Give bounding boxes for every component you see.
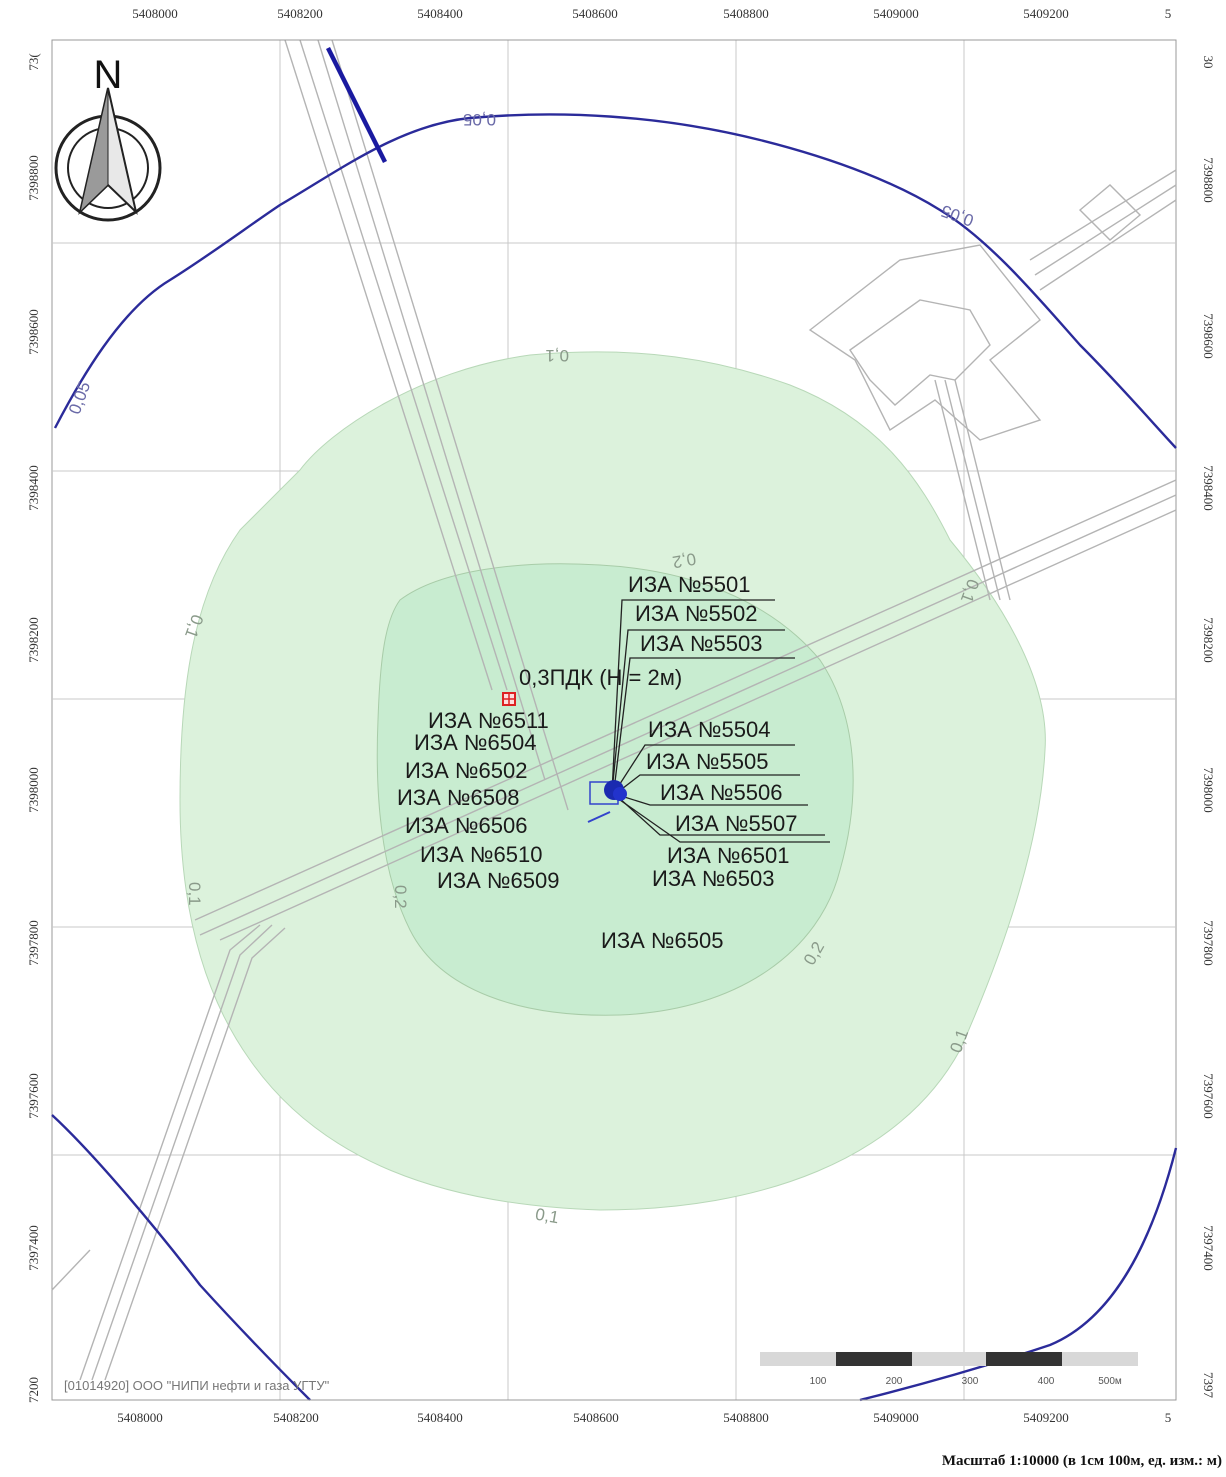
scale-label: 400 [1038,1376,1055,1387]
x-tick: 5 [1165,6,1172,21]
y-tick: 7397 [1201,1372,1216,1399]
pipeline-segment [325,46,388,164]
contour-label: 0,2 [391,885,410,909]
source-label: ИЗА №6506 [405,813,527,838]
source-label: ИЗА №6505 [601,928,723,953]
y-axis-right: 30 7398800 7398600 7398400 7398200 73980… [1201,56,1216,1399]
north-label: N [94,53,123,97]
source-label: ИЗА №5507 [675,811,797,836]
y-tick: 7398600 [26,309,41,355]
scale-label: 300 [962,1376,979,1387]
source-label: ИЗА №5503 [640,631,762,656]
x-tick: 5409200 [1023,1410,1069,1425]
y-tick: 7398600 [1201,313,1216,359]
x-tick: 5408200 [277,6,323,21]
x-tick: 5409200 [1023,6,1069,21]
source-label: ИЗА №6508 [397,785,519,810]
x-tick: 5408600 [573,1410,619,1425]
scale-label: 500м [1098,1376,1122,1387]
y-tick: 7398000 [1201,767,1216,813]
source-label: ИЗА №6504 [414,730,536,755]
contour-label: 0,1 [545,346,569,365]
source-label: ИЗА №5504 [648,717,770,742]
x-tick: 5409000 [873,6,919,21]
x-tick: 5408000 [132,6,178,21]
scale-label: 200 [886,1376,903,1387]
source-label: ИЗА №5501 [628,572,750,597]
y-tick: 7398800 [26,155,41,201]
y-tick: 7397800 [1201,920,1216,966]
contour-label: 0,2 [671,549,698,572]
frame-ticks [52,39,1176,1401]
y-tick: 30 [1201,56,1216,69]
y-axis-left: 73( 7398800 7398600 7398400 7398200 7398… [26,53,41,1403]
source-label: ИЗА №5505 [646,749,768,774]
contour-label: 0,05 [463,110,496,129]
x-tick: 5 [1165,1410,1172,1425]
y-tick: 7200 [26,1377,41,1403]
source-label: ИЗА №6511 [428,708,549,733]
emission-source-cluster [587,780,627,823]
y-tick: 7398400 [1201,465,1216,511]
control-point[interactable] [502,692,516,706]
y-tick: 7397600 [1201,1073,1216,1119]
source-label: ИЗА №6510 [420,842,542,867]
organization-label: [01014920] ООО "НИПИ нефти и газа УГТУ" [64,1378,330,1393]
contour-label: 0,1 [534,1205,561,1228]
leader-lines [611,599,830,843]
scale-caption: Масштаб 1:10000 (в 1см 100м, ед. изм.: м… [942,1453,1222,1469]
roads [51,39,1177,1381]
y-tick: 7397400 [26,1225,41,1271]
control-point-label: 0,3ПДК (Н = 2м) [519,665,682,690]
x-tick: 5408600 [572,6,618,21]
north-arrow: N [54,53,162,222]
y-tick: 7398200 [1201,617,1216,663]
y-tick: 73( [26,53,41,70]
source-label: ИЗА №6509 [437,868,559,893]
x-tick: 5408800 [723,1410,769,1425]
source-label: ИЗА №5506 [660,780,782,805]
source-label: ИЗА №5502 [635,601,757,626]
source-label: ИЗА №6501 [667,843,789,868]
y-tick: 7398400 [26,465,41,511]
x-axis-bottom: 5408000 5408200 5408400 5408600 5408800 … [117,1410,1171,1425]
contour-label: 0,1 [185,882,204,906]
x-tick: 5408200 [273,1410,319,1425]
source-label: ИЗА №6503 [652,866,774,891]
source-label: ИЗА №6502 [405,758,527,783]
x-tick: 5408000 [117,1410,163,1425]
contour-0-05 [51,113,1178,1402]
x-tick: 5409000 [873,1410,919,1425]
x-tick: 5408400 [417,1410,463,1425]
x-axis-top: 5408000 5408200 5408400 5408600 5408800 … [132,6,1171,21]
y-tick: 7398200 [26,617,41,663]
y-tick: 7398800 [1201,157,1216,203]
y-tick: 7397600 [26,1073,41,1119]
x-tick: 5408800 [723,6,769,21]
x-tick: 5408400 [417,6,463,21]
y-tick: 7398000 [26,767,41,813]
y-tick: 7397800 [26,920,41,966]
scale-label: 100 [810,1376,827,1387]
scale-bar: 100 200 300 400 500м [760,1352,1138,1387]
y-tick: 7397400 [1201,1225,1216,1271]
